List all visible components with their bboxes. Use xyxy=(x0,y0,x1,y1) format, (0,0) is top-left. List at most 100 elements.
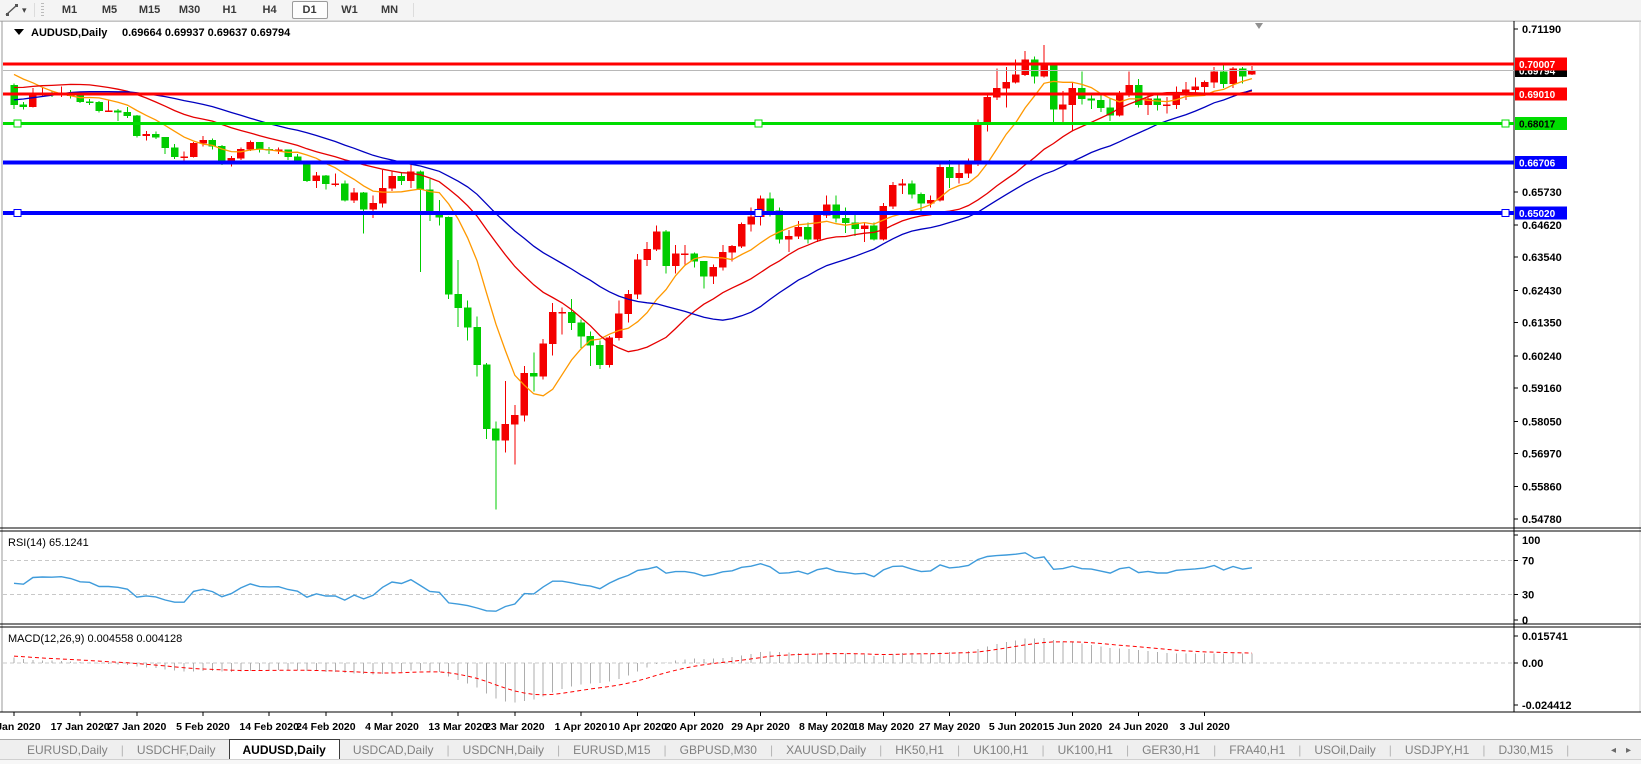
candle-body xyxy=(822,204,831,216)
chart-tab-usdjpy-h1[interactable]: USDJPY,H1 xyxy=(1404,743,1470,757)
timeframe-button-mn[interactable]: MN xyxy=(380,4,399,16)
timeframe-button-w1[interactable]: W1 xyxy=(341,4,358,16)
candle-body xyxy=(567,311,576,323)
line-handle[interactable] xyxy=(754,208,763,218)
timeframe-button-m15[interactable]: M15 xyxy=(138,4,161,16)
candle-body xyxy=(1125,84,1133,93)
line-handle[interactable] xyxy=(1501,208,1510,218)
chart-tab-usdcad-daily[interactable]: USDCAD,Daily xyxy=(352,743,434,757)
timeframe-button-h1[interactable]: H1 xyxy=(222,4,237,16)
candle-body xyxy=(1068,87,1077,105)
candle-body xyxy=(463,307,472,328)
tab-separator: | xyxy=(1125,743,1130,757)
chart-tabs: EURUSD,Daily | USDCHF,Daily AUDUSD,Daily USD… xyxy=(14,739,1570,760)
candle-body xyxy=(775,210,784,240)
candle-body xyxy=(662,231,670,267)
date-tick-label: 13 Mar 2020 xyxy=(428,721,488,733)
level-price-badge-text: 0.65020 xyxy=(1519,209,1556,220)
candle-body xyxy=(1219,71,1228,84)
level-price-badge-text: 0.69010 xyxy=(1519,90,1556,101)
candle-body xyxy=(1097,99,1105,108)
candle-body xyxy=(974,123,982,165)
line-handle[interactable] xyxy=(13,119,22,128)
chart-tab-uk100-h1[interactable]: UK100,H1 xyxy=(973,743,1029,757)
candle-body xyxy=(860,225,869,229)
timeframe-button-group: M1 M5 M15 M30 H1 H4 D1 W1 MN xyxy=(50,1,410,19)
candle-body xyxy=(1030,59,1039,77)
date-tick-label: 27 Jan 2020 xyxy=(107,721,166,733)
chart-tab-usoil-daily[interactable]: USOil,Daily xyxy=(1314,743,1376,757)
tab-scroll-left-icon[interactable]: ◂ xyxy=(1610,744,1616,756)
candle-body xyxy=(605,337,614,365)
candle-body xyxy=(237,149,245,159)
price-tick-label: 0.56970 xyxy=(1522,449,1562,461)
line-handle[interactable] xyxy=(13,208,22,218)
toolbar-grip-handle[interactable] xyxy=(40,3,44,17)
price-tick-label: 0.60240 xyxy=(1522,351,1562,363)
line-tools-icon[interactable] xyxy=(3,2,21,18)
chart-tab-uk100-h1[interactable]: UK100,H1 xyxy=(1057,743,1113,757)
price-tick-label: 0.55860 xyxy=(1522,482,1562,494)
chart-tab-fra40-h1[interactable]: FRA40,H1 xyxy=(1229,743,1286,757)
chart-tab-ger30-h1[interactable]: GER30,H1 xyxy=(1142,743,1201,757)
candle-body xyxy=(1163,104,1171,106)
toolbar-separator xyxy=(412,3,414,17)
chart-tab-audusd-daily[interactable]: AUDUSD,Daily xyxy=(228,739,340,760)
chart-tab-dj30-m15[interactable]: DJ30,M15 xyxy=(1498,743,1554,757)
level-price-badge-text: 0.70007 xyxy=(1519,60,1556,71)
candle-body xyxy=(520,373,529,416)
price-tick-label: 0.61350 xyxy=(1522,318,1562,330)
chart-tab-usdcnh-daily[interactable]: USDCNH,Daily xyxy=(462,743,545,757)
date-tick-label: 8 Jan 2020 xyxy=(0,721,41,733)
price-tick-label: 0.59160 xyxy=(1522,383,1562,395)
candle-body xyxy=(577,322,585,337)
chart-title-ohlc: 0.69664 0.69937 0.69637 0.69794 xyxy=(122,27,291,39)
timeframe-button-m30[interactable]: M30 xyxy=(178,4,201,16)
chart-tab-eurusd-daily[interactable]: EURUSD,Daily xyxy=(27,743,108,757)
macd-axis-label: 0.015741 xyxy=(1522,631,1568,643)
timeframe-button-d1[interactable]: D1 xyxy=(291,1,328,19)
rsi-axis-label: 30 xyxy=(1522,590,1534,602)
date-tick-label: 17 Jan 2020 xyxy=(51,721,110,733)
chart-tab-hk50-h1[interactable]: HK50,H1 xyxy=(895,743,944,757)
tab-separator: | xyxy=(956,743,961,757)
level-price-badge: 0.66706 xyxy=(1515,156,1567,170)
level-price-badge-text: 0.68017 xyxy=(1519,119,1556,130)
candle-body xyxy=(671,253,680,267)
level-price-badge: 0.68017 xyxy=(1515,116,1567,130)
timeframe-button-m1[interactable]: M1 xyxy=(61,4,78,16)
chart-tab-xauusd-daily[interactable]: XAUUSD,Daily xyxy=(786,743,867,757)
moving-average-line xyxy=(13,73,1253,397)
candle-body xyxy=(1200,81,1209,87)
candle-body xyxy=(1011,74,1020,83)
line-handle[interactable] xyxy=(1501,119,1510,128)
candle-body xyxy=(728,246,736,253)
macd-axis-label: 0.00 xyxy=(1522,658,1543,670)
line-handle[interactable] xyxy=(754,119,763,128)
tab-separator: | xyxy=(120,743,124,757)
chevron-down-icon[interactable]: ▾ xyxy=(22,4,27,15)
macd-indicator-label: MACD(12,26,9) 0.004558 0.004128 xyxy=(8,633,182,645)
date-tick-label: 8 May 2020 xyxy=(799,721,855,733)
candle-body xyxy=(426,189,434,214)
chart-tab-usdchf-daily[interactable]: USDCHF,Daily xyxy=(136,743,216,757)
price-tick-label: 0.54780 xyxy=(1522,514,1562,526)
candle-body xyxy=(548,311,557,344)
tab-scroll-right-icon[interactable]: ▸ xyxy=(1625,744,1631,756)
timeframe-button-m5[interactable]: M5 xyxy=(101,4,118,16)
tab-separator: | xyxy=(1566,743,1570,757)
chart-tab-gbpusd-m30[interactable]: GBPUSD,M30 xyxy=(679,743,757,757)
candle-body xyxy=(208,140,217,147)
current-price-badge-text: 0.69794 xyxy=(1519,66,1556,77)
tab-separator: | xyxy=(557,743,561,757)
symbol-dropdown-icon[interactable] xyxy=(14,29,24,35)
chart-shift-marker-icon[interactable] xyxy=(1255,23,1263,29)
timeframe-button-h4[interactable]: H4 xyxy=(262,4,277,16)
candle-body xyxy=(511,415,519,425)
chart-tab-eurusd-m15[interactable]: EURUSD,M15 xyxy=(573,743,651,757)
toolbar: ▾ M1 M5 M15 M30 H1 H4 D1 W1 MN xyxy=(0,0,1641,21)
rsi-axis-label: 100 xyxy=(1522,535,1540,547)
level-price-badge: 0.69010 xyxy=(1515,87,1567,101)
candle-body xyxy=(359,192,368,210)
